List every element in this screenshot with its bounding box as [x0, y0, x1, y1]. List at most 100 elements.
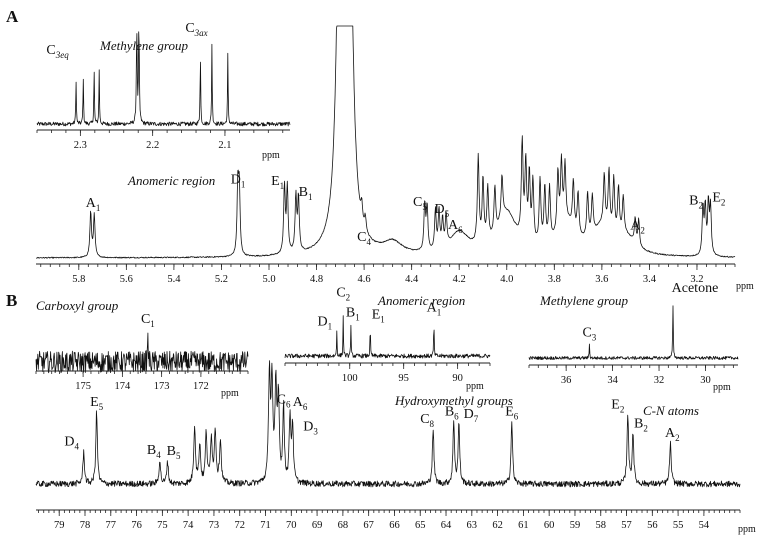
tick-label: 65: [415, 520, 426, 531]
tick-label: 60: [544, 520, 555, 531]
spectrum-b-carboxyl: 175 174 173 172 ppm Carboxyl group C1: [35, 298, 249, 399]
panel-a-label: A: [6, 7, 19, 26]
spectrum-a-main: 5.8 5.6 5.4 5.2 5.0 4.8 4.6 4.4 4.2 4.0 3.8 3.6 3.4 3…: [36, 25, 754, 292]
peak-label: E5: [90, 395, 104, 412]
region-title: Hydroxymethyl groups: [394, 393, 513, 408]
tick-label: 173: [154, 381, 170, 392]
peak-label: D7: [464, 407, 479, 424]
tick-label: 172: [193, 381, 209, 392]
tick-label: 54: [699, 520, 710, 531]
axis-unit-label: ppm: [221, 388, 239, 399]
peak-label: A1: [86, 196, 101, 213]
peak-label: C1: [141, 312, 155, 329]
tick-label: 3.6: [595, 274, 608, 285]
region-title: Methylene group: [99, 38, 188, 53]
peak-label: D1: [231, 172, 246, 189]
tick-label: 5.4: [167, 274, 181, 285]
peak-label: B1: [299, 185, 313, 202]
region-title-2: C-N atoms: [643, 403, 699, 418]
tick-label: 32: [654, 375, 665, 386]
tick-label: 2.3: [74, 140, 87, 151]
tick-label: 5.2: [215, 274, 228, 285]
peak-label: B4: [147, 443, 161, 460]
spectra-group: 2.3 2.2 2.1 ppm Methylene group C3eq Acetone C3…: [35, 21, 756, 535]
spectrum-trace: [36, 31, 291, 127]
tick-label: 59: [570, 520, 581, 531]
tick-label: 73: [209, 520, 220, 531]
peak-label: E6: [505, 405, 519, 422]
tick-label: 4.4: [405, 274, 419, 285]
tick-label: 61: [518, 520, 529, 531]
tick-label: 75: [157, 520, 168, 531]
peak-label: B2: [689, 193, 703, 210]
peak-label: D4: [64, 435, 79, 452]
region-title: Anomeric region: [127, 173, 215, 188]
peak-label: C2: [336, 286, 350, 303]
tick-label: 3.2: [690, 274, 703, 285]
tick-label: 77: [106, 520, 117, 531]
peak-label: C3eq: [46, 43, 69, 60]
tick-label: 5.8: [72, 274, 85, 285]
tick-label: 76: [131, 520, 142, 531]
tick-label: 4.0: [500, 274, 513, 285]
tick-label: 66: [389, 520, 400, 531]
peak-label: E2: [611, 397, 624, 414]
peak-label: C3ax: [185, 21, 207, 38]
tick-label: 175: [75, 381, 91, 392]
tick-label: 90: [452, 373, 463, 384]
region-title: Carboxyl group: [36, 298, 119, 313]
peak-label: E2: [712, 191, 725, 208]
tick-label: 71: [260, 520, 271, 531]
spectrum-trace: [35, 332, 249, 374]
spectrum-trace: [284, 315, 491, 359]
tick-label: 174: [114, 381, 131, 392]
tick-label: 34: [607, 375, 618, 386]
peak-label: B1: [346, 305, 360, 322]
tick-label: 4.8: [310, 274, 323, 285]
peak-label: A6: [293, 395, 308, 412]
spectrum-trace: [35, 360, 741, 488]
tick-label: 95: [398, 373, 409, 384]
spectrum-trace: [36, 25, 736, 259]
tick-label: 72: [234, 520, 245, 531]
tick-label: 74: [183, 520, 194, 531]
tick-label: 69: [312, 520, 323, 531]
tick-label: 67: [363, 520, 374, 531]
peak-label: C8: [420, 412, 434, 429]
peak-label: C3: [582, 325, 596, 342]
tick-label: 56: [647, 520, 658, 531]
peak-label: A2: [665, 426, 680, 443]
tick-label: 3.4: [643, 274, 657, 285]
axis-unit-label: ppm: [736, 281, 754, 292]
axis-unit-label: ppm: [713, 382, 731, 393]
tick-label: 79: [54, 520, 65, 531]
peak-label: B2: [634, 417, 648, 434]
tick-label: 5.6: [120, 274, 133, 285]
peak-label: C5: [413, 195, 427, 212]
peak-label: C6: [277, 393, 291, 410]
tick-label: 100: [342, 373, 358, 384]
peak-label: D1: [317, 314, 332, 331]
tick-label: 70: [286, 520, 297, 531]
tick-label: 2.1: [218, 140, 231, 151]
tick-label: 4.6: [358, 274, 371, 285]
tick-label: 64: [441, 520, 452, 531]
tick-label: 68: [338, 520, 349, 531]
tick-label: 4.2: [453, 274, 466, 285]
peak-label: D5: [434, 202, 449, 219]
tick-label: 3.8: [548, 274, 561, 285]
tick-label: 30: [700, 375, 711, 386]
tick-label: 55: [673, 520, 684, 531]
axis-unit-label: ppm: [466, 381, 484, 392]
peak-label: E1: [372, 308, 385, 325]
peak-label: Acetone: [672, 281, 719, 296]
tick-label: 63: [467, 520, 478, 531]
panel-b-label: B: [6, 291, 17, 310]
region-title: Anomeric region: [377, 293, 465, 308]
tick-label: 5.0: [262, 274, 275, 285]
spectrum-trace: [528, 305, 739, 360]
axis-unit-label: ppm: [738, 524, 756, 535]
